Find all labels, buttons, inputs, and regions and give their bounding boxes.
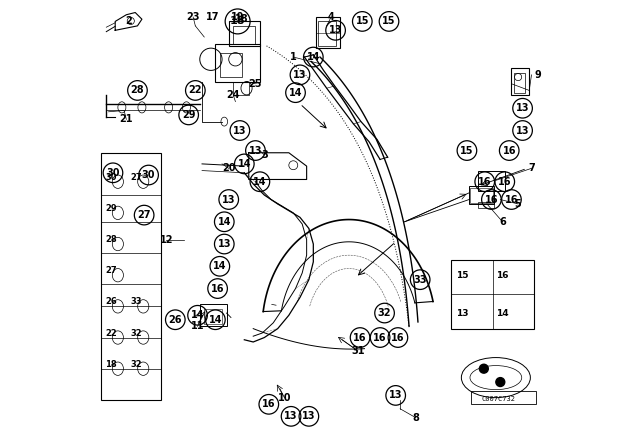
Text: 14: 14	[289, 88, 302, 98]
Bar	[216, 44, 260, 82]
Text: 15: 15	[382, 17, 396, 26]
Text: 18: 18	[230, 17, 245, 26]
Bar	[200, 304, 227, 327]
Text: 24: 24	[227, 90, 240, 100]
Text: 14: 14	[253, 177, 267, 187]
Text: 1: 1	[290, 52, 297, 62]
Bar	[472, 391, 536, 404]
Text: 14: 14	[209, 315, 222, 325]
Text: 16: 16	[262, 399, 276, 409]
Text: 4: 4	[328, 12, 335, 22]
Text: 6: 6	[499, 217, 506, 227]
Text: 2: 2	[125, 17, 132, 26]
Text: 16: 16	[353, 332, 367, 343]
Text: 14: 14	[237, 159, 251, 169]
Text: 16: 16	[478, 177, 492, 187]
Bar	[233, 82, 249, 95]
Text: 14: 14	[213, 261, 227, 271]
Text: 16: 16	[373, 332, 387, 343]
Text: 14: 14	[218, 217, 231, 227]
Text: 11: 11	[191, 321, 204, 332]
Text: 7: 7	[528, 164, 535, 173]
Text: 23: 23	[186, 12, 200, 22]
Text: 18: 18	[236, 14, 249, 24]
Text: 28: 28	[131, 86, 144, 95]
Text: 33: 33	[413, 275, 427, 284]
Bar	[469, 186, 493, 204]
Bar	[451, 260, 534, 329]
Text: 33: 33	[131, 297, 142, 306]
Text: 13: 13	[389, 390, 403, 401]
Text: 16: 16	[211, 284, 225, 293]
Bar	[514, 73, 525, 93]
Text: 27: 27	[106, 266, 117, 275]
Text: 16: 16	[391, 332, 404, 343]
Text: C007C732: C007C732	[482, 396, 516, 402]
Bar	[478, 171, 505, 190]
Text: 30: 30	[106, 173, 117, 182]
Bar	[220, 52, 242, 77]
Circle shape	[479, 364, 488, 373]
Text: 13: 13	[516, 125, 529, 135]
Bar	[478, 202, 493, 208]
Text: 29: 29	[182, 110, 195, 120]
Text: 13: 13	[222, 194, 236, 205]
Text: 15: 15	[456, 271, 468, 280]
Bar	[204, 309, 222, 324]
Text: 5: 5	[515, 199, 522, 209]
Text: 26: 26	[106, 297, 117, 306]
Text: 27: 27	[131, 173, 143, 182]
Text: 28: 28	[106, 235, 117, 244]
Text: 13: 13	[284, 411, 298, 421]
Text: 16: 16	[505, 194, 518, 205]
Text: 14: 14	[191, 310, 204, 320]
Text: 32: 32	[131, 328, 143, 338]
Bar	[470, 188, 493, 202]
Text: 31: 31	[351, 346, 365, 356]
Text: 13: 13	[516, 103, 529, 113]
Text: 12: 12	[159, 235, 173, 245]
Text: 18: 18	[106, 360, 117, 369]
Text: 32: 32	[378, 308, 391, 318]
Text: 3: 3	[261, 150, 268, 160]
Text: 32: 32	[131, 360, 143, 369]
Text: 14: 14	[307, 52, 320, 62]
Text: 16: 16	[484, 194, 498, 205]
Text: 13: 13	[249, 146, 262, 155]
Text: 22: 22	[106, 328, 117, 338]
Text: 13: 13	[302, 411, 316, 421]
Text: 17: 17	[206, 12, 220, 22]
Text: 13: 13	[293, 70, 307, 80]
Text: 10: 10	[278, 392, 291, 403]
Text: 16: 16	[498, 177, 511, 187]
Text: 16: 16	[502, 146, 516, 155]
Text: 8: 8	[412, 413, 419, 422]
Text: 26: 26	[168, 315, 182, 325]
Bar	[316, 17, 340, 48]
Bar	[101, 153, 161, 400]
Bar	[511, 68, 529, 95]
Text: 27: 27	[138, 210, 151, 220]
Text: 9: 9	[535, 70, 541, 80]
Text: 13: 13	[329, 26, 342, 35]
Text: 22: 22	[189, 86, 202, 95]
Text: 21: 21	[120, 114, 133, 125]
Text: 19: 19	[231, 12, 244, 22]
Text: 25: 25	[249, 79, 262, 89]
Text: 30: 30	[142, 170, 156, 180]
Text: 13: 13	[233, 125, 246, 135]
Circle shape	[496, 378, 505, 387]
Bar	[318, 22, 335, 46]
Text: 15: 15	[356, 17, 369, 26]
Text: 14: 14	[496, 309, 509, 318]
Bar	[228, 22, 260, 46]
Text: 30: 30	[106, 168, 120, 178]
Text: 13: 13	[456, 309, 468, 318]
Text: 29: 29	[106, 204, 117, 213]
Text: 15: 15	[460, 146, 474, 155]
Bar	[233, 26, 255, 44]
Text: 16: 16	[496, 271, 509, 280]
Text: 13: 13	[218, 239, 231, 249]
Text: 20: 20	[222, 164, 236, 173]
